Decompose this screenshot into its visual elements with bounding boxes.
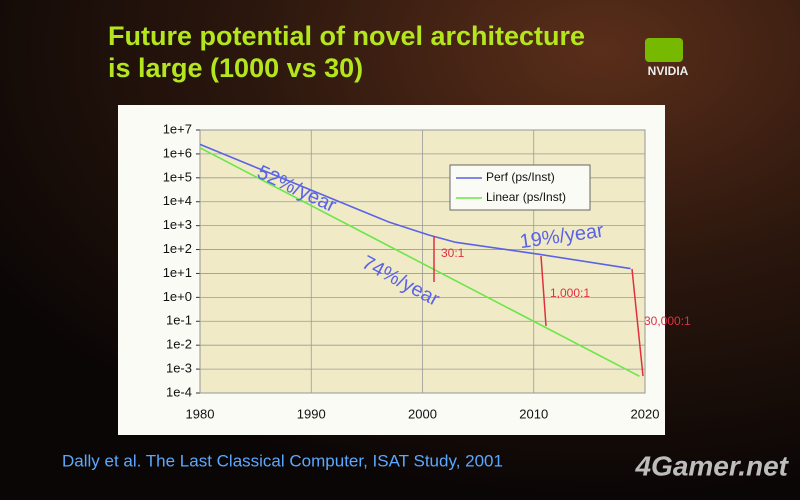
y-tick-label: 1e-2 <box>166 337 192 352</box>
watermark: 4Gamer.net <box>634 450 789 481</box>
x-tick-label: 1980 <box>186 406 215 421</box>
y-tick-label: 1e+5 <box>163 169 192 184</box>
annotation: 30:1 <box>441 246 465 260</box>
annotation: 30,000:1 <box>644 314 691 328</box>
logo: NVIDIA <box>645 38 689 78</box>
logo-text: NVIDIA <box>648 64 689 78</box>
y-tick-label: 1e+0 <box>163 289 192 304</box>
y-tick-label: 1e+2 <box>163 241 192 256</box>
y-tick-label: 1e+7 <box>163 121 192 136</box>
y-tick-label: 1e+6 <box>163 145 192 160</box>
legend-label: Perf (ps/Inst) <box>486 170 555 184</box>
y-tick-label: 1e-1 <box>166 313 192 328</box>
legend: Perf (ps/Inst) Linear (ps/Inst) <box>449 164 591 211</box>
logo-mark <box>645 38 683 62</box>
title-line: is large (1000 vs 30) <box>108 53 363 83</box>
y-tick-label: 1e-3 <box>166 361 192 376</box>
x-tick-label: 2010 <box>519 406 548 421</box>
arrow <box>631 268 644 377</box>
plot: 1e-4 1e-3 1e-2 1e-1 1e+0 1e+1 1e+2 1e+3 1e+4 1e+5… <box>163 121 660 421</box>
x-tick-label: 1990 <box>297 406 326 421</box>
series-line <box>199 143 631 270</box>
arrow <box>540 255 547 327</box>
y-tick-label: 1e-4 <box>166 384 192 399</box>
series-line <box>199 147 640 377</box>
x-tick-label: 2020 <box>631 406 660 421</box>
x-tick-label: 2000 <box>408 406 437 421</box>
legend-label: Linear (ps/Inst) <box>486 190 566 204</box>
y-tick-label: 1e+3 <box>163 217 192 232</box>
y-tick-label: 1e+1 <box>163 265 192 280</box>
annotation: 1,000:1 <box>550 286 590 300</box>
citation: Dally et al. The Last Classical Computer… <box>62 451 503 470</box>
title-line: Future potential of novel architecture <box>108 21 585 51</box>
y-tick-label: 1e+4 <box>163 193 192 208</box>
legend-box <box>449 164 591 211</box>
